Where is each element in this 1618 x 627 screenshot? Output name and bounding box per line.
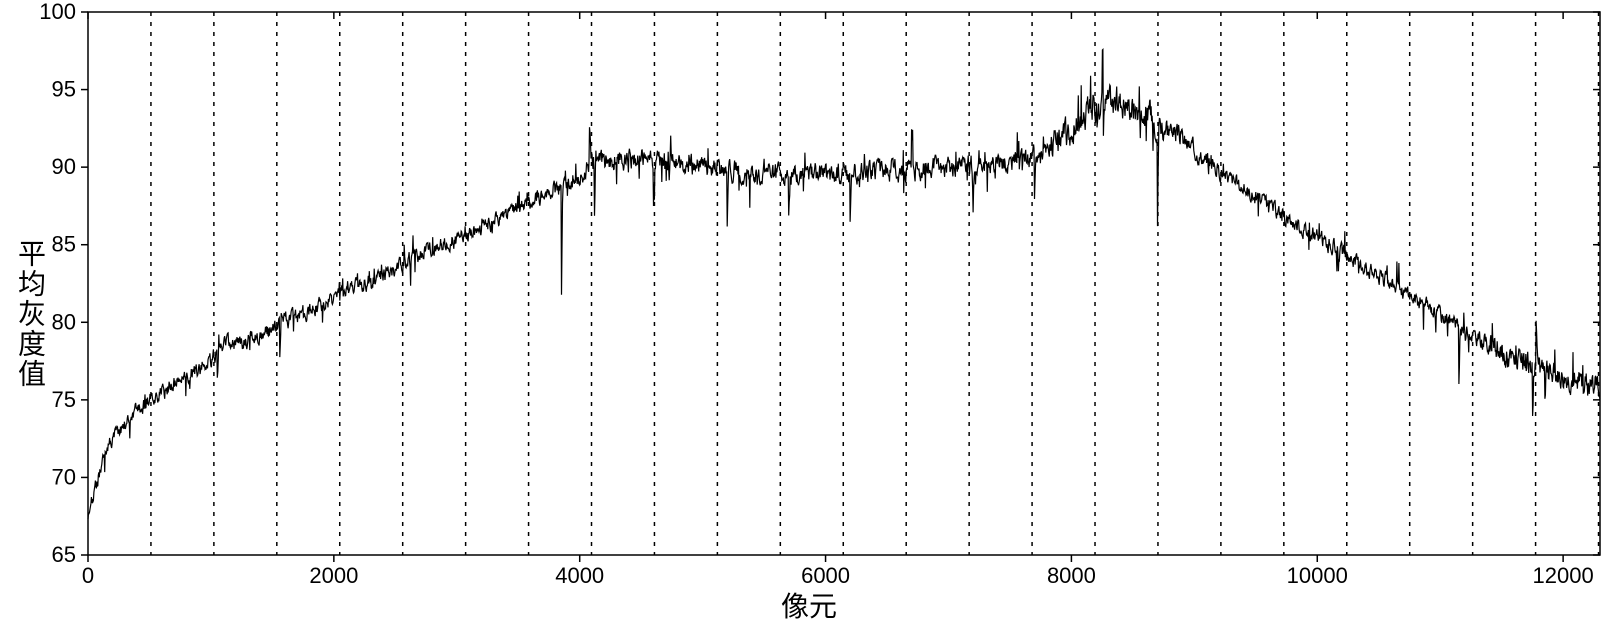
svg-text:75: 75 <box>52 387 76 412</box>
svg-text:85: 85 <box>52 232 76 257</box>
svg-text:12000: 12000 <box>1533 563 1594 588</box>
line-chart: 6570758085909510002000400060008000100001… <box>0 0 1618 627</box>
svg-text:65: 65 <box>52 542 76 567</box>
svg-text:2000: 2000 <box>309 563 358 588</box>
y-axis-label: 平均灰度值 <box>10 239 50 389</box>
svg-text:10000: 10000 <box>1287 563 1348 588</box>
svg-text:8000: 8000 <box>1047 563 1096 588</box>
svg-text:0: 0 <box>82 563 94 588</box>
svg-text:70: 70 <box>52 464 76 489</box>
svg-text:80: 80 <box>52 309 76 334</box>
chart-container: 平均灰度值 像元 6570758085909510002000400060008… <box>0 0 1618 627</box>
svg-text:4000: 4000 <box>555 563 604 588</box>
svg-text:100: 100 <box>39 0 76 24</box>
svg-text:95: 95 <box>52 77 76 102</box>
svg-text:90: 90 <box>52 154 76 179</box>
x-axis-label: 像元 <box>781 585 837 625</box>
